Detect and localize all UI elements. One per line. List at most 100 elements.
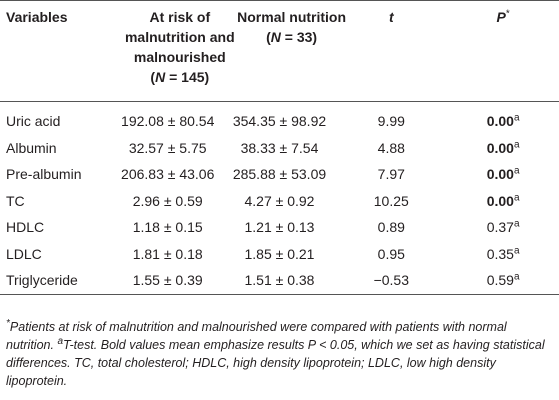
table-cell: 0.00a: [447, 102, 559, 135]
table-cell: 38.33 ± 7.54: [224, 135, 336, 162]
footnote: *Patients at risk of malnutrition and ma…: [6, 318, 554, 390]
cell-text: 1.51 ± 0.38: [244, 272, 315, 289]
header-label: Normal nutrition: [237, 9, 347, 25]
p-value: 0.59: [486, 272, 514, 289]
table-cell: 0.95: [335, 241, 447, 268]
p-value: 0.00: [486, 139, 514, 156]
header-cell: Normal nutrition (N = 33): [224, 1, 346, 102]
table-cell: 10.25: [335, 188, 447, 215]
table-cell: TC: [0, 188, 112, 215]
table-row: Triglyceride 1.55 ± 0.39 1.51 ± 0.38 −0.53 0…: [0, 267, 559, 294]
table-row: LDLC 1.81 ± 0.18 1.85 ± 0.21 0.95 0.35a: [0, 241, 559, 268]
cell-text: 192.08 ± 80.54: [121, 113, 215, 130]
table-cell: Albumin: [0, 135, 112, 162]
sample-size: (: [150, 69, 156, 85]
table-cell: LDLC: [0, 241, 112, 268]
table-cell: 1.81 ± 0.18: [112, 241, 224, 268]
cell-text: 4.88: [377, 139, 405, 156]
cell-text: Pre-albumin: [6, 166, 82, 183]
table-cell: 0.00a: [447, 161, 559, 188]
table-row: Albumin 32.57 ± 5.75 38.33 ± 7.54 4.88 0.00a: [0, 135, 559, 162]
sample-size: N: [270, 29, 281, 45]
cell-text: Triglyceride: [6, 272, 78, 289]
table-cell: 0.89: [335, 214, 447, 241]
cell-text: 354.35 ± 98.92: [232, 113, 327, 130]
p-value: 0.00: [486, 113, 514, 130]
sample-size: = 145): [165, 69, 210, 85]
cell-text: TC: [6, 192, 25, 209]
table-cell: 4.88: [335, 135, 447, 162]
footnote-note-text: T-test. Bold values mean emphasize resul…: [6, 338, 545, 388]
p-note: a: [513, 139, 520, 151]
p-note: a: [513, 245, 520, 257]
table-cell: 1.51 ± 0.38: [224, 267, 336, 294]
table-cell: 1.21 ± 0.13: [224, 214, 336, 241]
table-row: Pre-albumin 206.83 ± 43.06 285.88 ± 53.09 7…: [0, 161, 559, 188]
header-wrap: At risk of malnutrition and malnourished…: [116, 7, 244, 87]
footnote-note: a: [57, 335, 63, 347]
table-cell: 206.83 ± 43.06: [112, 161, 224, 188]
table-cell: 9.99: [335, 102, 447, 135]
table-cell: 0.35a: [447, 241, 559, 268]
p-note: a: [513, 112, 520, 124]
p-note: a: [513, 192, 520, 204]
p-value: 0.37: [486, 219, 514, 236]
table-cell: 0.59a: [447, 267, 559, 294]
table-cell: Triglyceride: [0, 267, 112, 294]
p-note: a: [513, 165, 520, 177]
cell-text: 1.18 ± 0.15: [132, 219, 203, 236]
cell-text: 0.89: [377, 219, 405, 236]
cell-text: 206.83 ± 43.06: [121, 166, 215, 183]
header-label: P: [496, 9, 506, 25]
header-label: At risk of malnutrition and malnourished: [124, 9, 235, 65]
p-value: 0.00: [486, 166, 514, 183]
table-row: HDLC 1.18 ± 0.15 1.21 ± 0.13 0.89 0.37a: [0, 214, 559, 241]
cell-text: Albumin: [6, 139, 57, 156]
data-table: Variables At risk of malnutrition and mal…: [0, 0, 559, 294]
cell-text: 4.27 ± 0.92: [244, 192, 315, 209]
cell-text: 9.99: [377, 113, 405, 130]
cell-text: 1.55 ± 0.39: [132, 272, 203, 289]
cell-text: 38.33 ± 7.54: [240, 139, 319, 156]
table-cell: 0.00a: [447, 135, 559, 162]
table-cell: 2.96 ± 0.59: [112, 188, 224, 215]
header-cell: At risk of malnutrition and malnourished…: [112, 1, 235, 102]
table-head: Variables At risk of malnutrition and mal…: [0, 0, 559, 102]
cell-text: 1.21 ± 0.13: [244, 219, 315, 236]
cell-text: LDLC: [6, 245, 42, 262]
table-cell: 192.08 ± 80.54: [112, 102, 224, 135]
header-label: t: [388, 9, 394, 25]
table-cell: 0.37a: [447, 214, 559, 241]
header-mark: *: [505, 8, 510, 20]
sample-size: = 33): [280, 29, 318, 45]
table-cell: 7.97: [335, 161, 447, 188]
sample-size: (: [266, 29, 271, 45]
footnote-marker: *: [6, 317, 10, 329]
table-cell: −0.53: [335, 267, 447, 294]
cell-text: 1.85 ± 0.21: [244, 245, 315, 262]
table-cell: 1.85 ± 0.21: [224, 241, 336, 268]
table-cell: 0.00a: [447, 188, 559, 215]
table-cell: Uric acid: [0, 102, 112, 135]
table-row: Uric acid 192.08 ± 80.54 354.35 ± 98.92 9.9…: [0, 102, 559, 135]
cell-text: HDLC: [6, 219, 45, 236]
table-cell: 354.35 ± 98.92: [224, 102, 336, 135]
cell-text: 7.97: [377, 166, 405, 183]
table-cell: HDLC: [0, 214, 112, 241]
p-value: 0.35: [486, 245, 514, 262]
table-cell: Pre-albumin: [0, 161, 112, 188]
p-note: a: [513, 271, 520, 283]
p-value: 0.00: [486, 192, 514, 209]
table-body: Uric acid 192.08 ± 80.54 354.35 ± 98.92 9.9…: [0, 102, 559, 294]
header-cell: t: [335, 1, 447, 102]
cell-text: −0.53: [373, 272, 409, 289]
header-wrap: Normal nutrition (N = 33): [228, 7, 356, 47]
header-row: Variables At risk of malnutrition and mal…: [0, 0, 559, 102]
cell-text: 0.95: [377, 245, 405, 262]
cell-text: 10.25: [373, 192, 409, 209]
header-cell: P*: [447, 1, 559, 102]
footnote-text: Patients at risk of malnutrition and mal…: [6, 320, 507, 352]
cell-text: 1.81 ± 0.18: [132, 245, 203, 262]
table-row: TC 2.96 ± 0.59 4.27 ± 0.92 10.25 0.00a: [0, 188, 559, 215]
